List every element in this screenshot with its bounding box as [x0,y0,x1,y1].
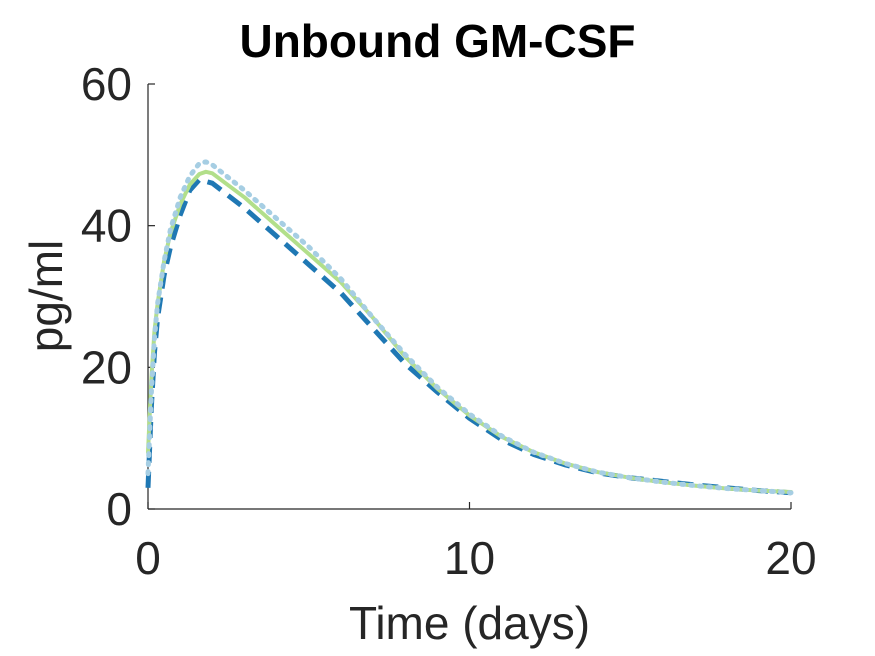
chart-title: Unbound GM-CSF [239,15,636,67]
y-tick-label: 0 [106,483,132,535]
x-axis-label: Time (days) [348,597,591,649]
x-tick-label: 20 [765,532,816,584]
y-tick-label: 60 [81,58,132,110]
y-tick-label: 40 [81,200,132,252]
y-tick-label: 20 [81,341,132,393]
x-tick-label: 10 [444,532,495,584]
series-line-3 [145,159,794,496]
x-tick-label: 0 [135,532,161,584]
series-line-1 [145,177,792,496]
y-axis-label: pg/ml [20,239,72,353]
series-line-2 [146,169,793,494]
